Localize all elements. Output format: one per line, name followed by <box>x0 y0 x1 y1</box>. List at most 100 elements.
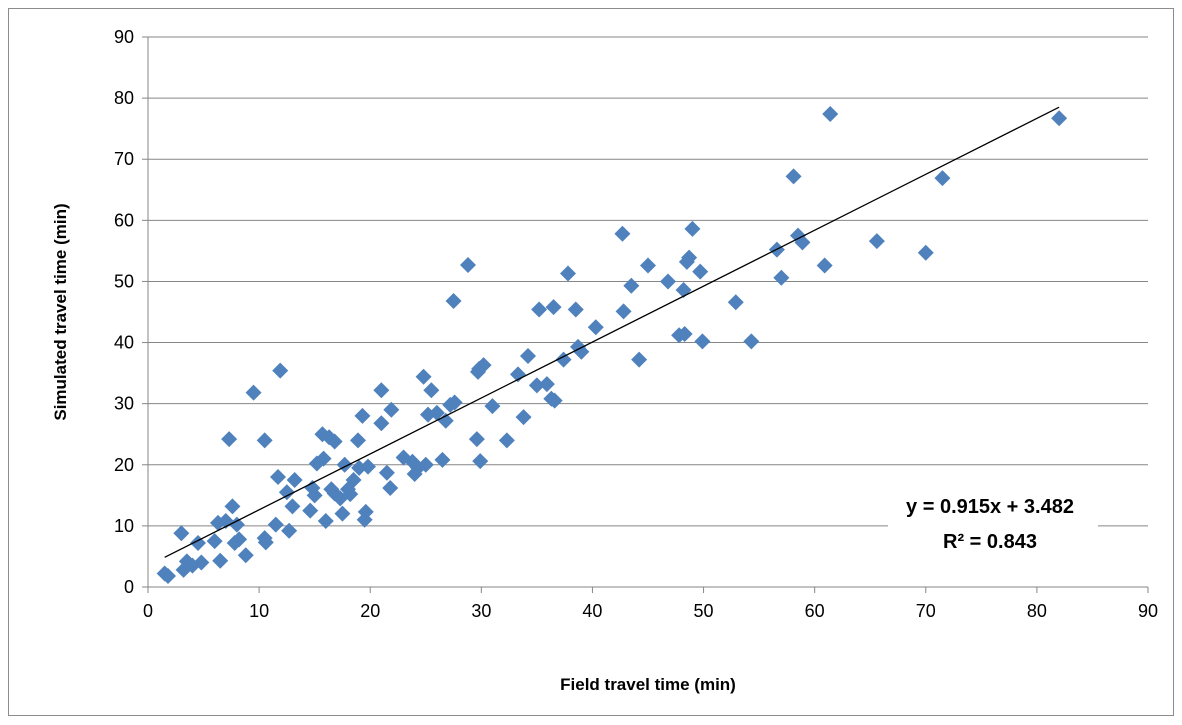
data-point <box>681 249 698 266</box>
data-point <box>345 472 362 489</box>
data-point <box>472 453 489 470</box>
data-point <box>336 456 353 473</box>
data-point <box>631 351 648 368</box>
data-point <box>868 233 885 250</box>
x-tick-label: 30 <box>471 601 491 621</box>
data-point <box>306 487 323 504</box>
data-point <box>484 398 501 415</box>
data-point <box>281 522 298 539</box>
data-point <box>257 534 274 551</box>
data-point <box>684 220 701 237</box>
chart-frame <box>8 8 1174 716</box>
data-point <box>515 409 532 426</box>
data-point <box>587 319 604 336</box>
data-point <box>546 392 563 409</box>
data-point <box>773 269 790 286</box>
data-point <box>528 377 545 394</box>
x-tick-label: 40 <box>582 601 602 621</box>
data-point <box>354 407 371 424</box>
y-tick-label: 70 <box>114 149 134 169</box>
data-point <box>373 382 390 399</box>
y-tick-label: 30 <box>114 394 134 414</box>
data-point <box>446 394 463 411</box>
data-point <box>350 432 366 449</box>
data-point <box>614 225 631 242</box>
data-point <box>256 432 273 449</box>
data-point <box>917 244 934 261</box>
x-tick-label: 80 <box>1027 601 1047 621</box>
trendline <box>164 106 1060 558</box>
data-point <box>743 333 760 350</box>
data-point <box>357 503 374 520</box>
y-tick-labels: 0 10 20 30 40 50 60 70 80 90 <box>114 27 134 597</box>
y-tick-label: 50 <box>114 271 134 291</box>
y-tick-label: 20 <box>114 455 134 475</box>
x-tick-labels: 0 10 20 30 40 50 60 70 80 90 <box>143 601 1158 621</box>
data-point <box>434 451 451 468</box>
x-tick-label: 70 <box>916 601 936 621</box>
data-point <box>382 480 399 496</box>
data-point <box>286 472 303 489</box>
data-point <box>415 368 432 385</box>
data-point <box>694 333 711 350</box>
data-point <box>573 343 590 360</box>
y-tick-label: 60 <box>114 210 134 230</box>
data-point <box>302 502 319 519</box>
data-point <box>437 412 454 429</box>
data-point <box>221 431 238 448</box>
data-point <box>510 366 526 383</box>
data-point <box>538 376 555 393</box>
data-point <box>245 384 262 401</box>
data-point <box>173 525 190 542</box>
data-point <box>326 433 343 450</box>
x-tick-label: 50 <box>694 601 714 621</box>
data-point <box>160 568 176 584</box>
data-point <box>237 547 254 564</box>
data-point <box>383 401 400 418</box>
data-point <box>623 277 640 294</box>
x-tick-label: 90 <box>1138 601 1158 621</box>
data-point <box>660 273 676 290</box>
data-point <box>317 513 334 529</box>
data-point <box>676 326 693 342</box>
x-tick-label: 20 <box>360 601 380 621</box>
x-tick-label: 0 <box>143 601 153 621</box>
data-point <box>567 301 584 318</box>
data-point <box>228 516 245 533</box>
x-tick-label: 60 <box>805 601 825 621</box>
y-tick-label: 10 <box>114 516 134 536</box>
data-point <box>193 554 210 571</box>
data-point <box>560 265 576 282</box>
data-point <box>224 498 241 515</box>
data-point <box>270 469 286 485</box>
data-point <box>417 456 434 473</box>
y-tick-label: 40 <box>114 333 134 353</box>
data-point <box>1051 110 1068 127</box>
data-point <box>212 552 229 569</box>
data-point <box>378 464 395 481</box>
data-point <box>231 531 248 548</box>
data-point <box>315 450 332 467</box>
y-tick-label: 90 <box>114 27 134 47</box>
data-point <box>816 257 833 274</box>
data-point <box>545 299 562 316</box>
equation-box <box>888 485 1098 567</box>
data-point <box>423 382 440 399</box>
data-point <box>615 303 632 320</box>
data-point <box>206 533 223 550</box>
r-squared-label: R² = 0.843 <box>943 531 1037 553</box>
data-point <box>267 516 284 533</box>
data-point <box>468 431 485 448</box>
data-point <box>531 301 548 318</box>
data-point <box>475 357 492 374</box>
data-point <box>520 348 536 364</box>
data-point <box>373 415 390 432</box>
data-point <box>555 351 572 368</box>
data-point <box>278 484 295 501</box>
data-point <box>342 486 359 503</box>
data-point <box>692 263 709 280</box>
data-point <box>284 498 301 515</box>
data-point <box>934 170 951 187</box>
data-point <box>445 293 462 309</box>
